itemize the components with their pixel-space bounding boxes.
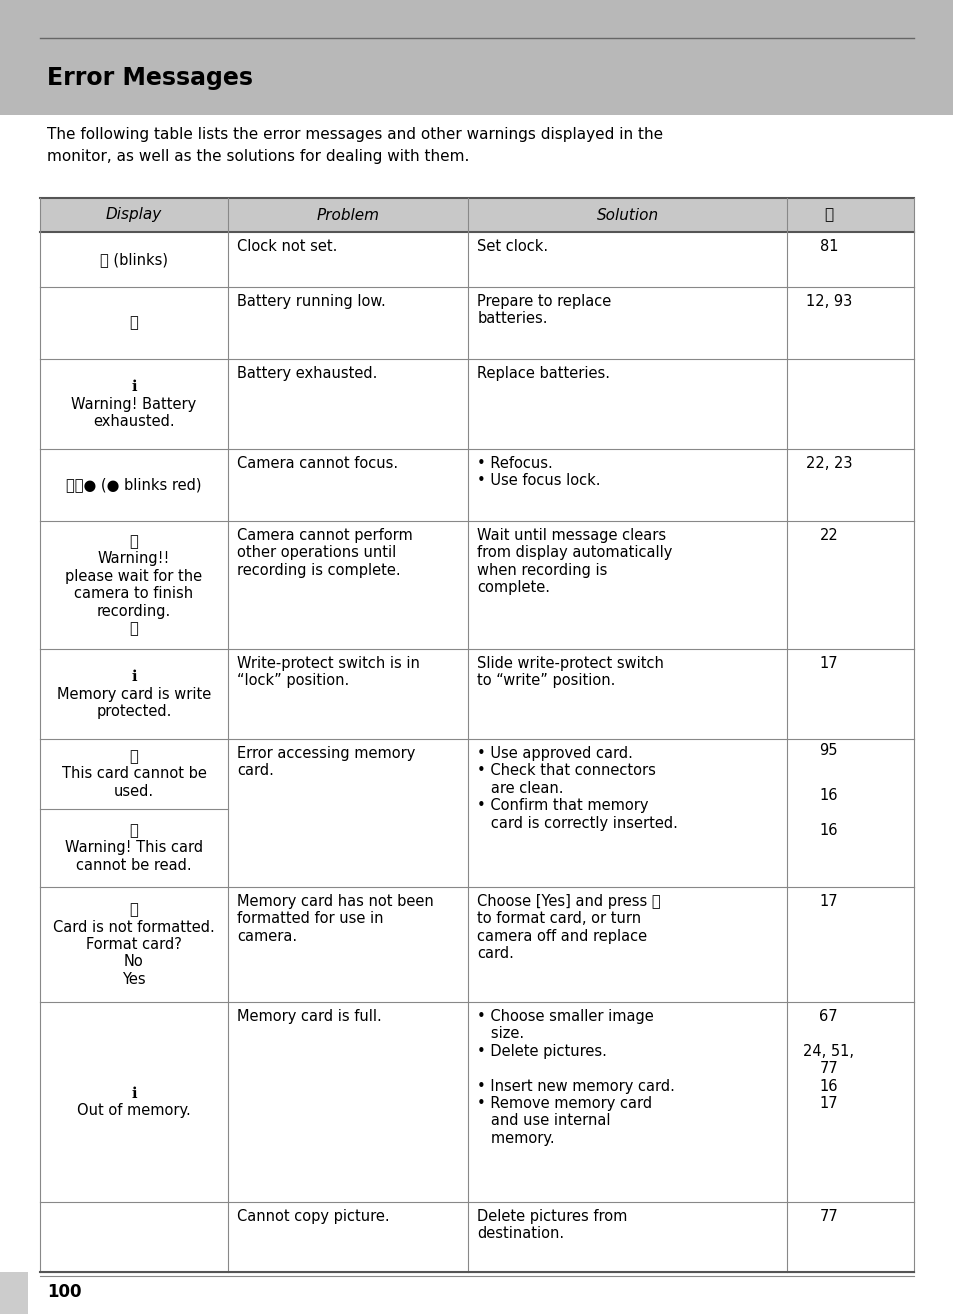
Text: ℹ
Out of memory.: ℹ Out of memory. [77,1085,191,1118]
Text: ⎓: ⎓ [130,315,138,331]
FancyBboxPatch shape [40,198,913,233]
Text: Battery running low.: Battery running low. [236,294,385,309]
FancyBboxPatch shape [40,359,913,449]
Text: ⓘ
Card is not formatted.
Format card?
No
Yes: ⓘ Card is not formatted. Format card? No… [53,903,214,987]
Text: ⓘ
Warning!!
please wait for the
camera to finish
recording.
⌛: ⓘ Warning!! please wait for the camera t… [66,533,202,636]
FancyBboxPatch shape [40,286,913,359]
Text: 22: 22 [819,528,838,543]
Text: 17: 17 [819,894,838,909]
Text: ⓘ
Warning! This card
cannot be read.: ⓘ Warning! This card cannot be read. [65,823,203,872]
Text: Choose [Yes] and press Ⓢ
to format card, or turn
camera off and replace
card.: Choose [Yes] and press Ⓢ to format card,… [476,894,660,962]
Text: Solution: Solution [596,208,659,222]
Text: 17: 17 [819,656,838,671]
Text: 16: 16 [819,824,837,838]
Text: Display: Display [106,208,162,222]
Text: Prepare to replace
batteries.: Prepare to replace batteries. [476,294,611,326]
Text: The following table lists the error messages and other warnings displayed in the: The following table lists the error mess… [47,127,662,164]
Text: Ⓛ: Ⓛ [823,208,833,222]
Text: • Use approved card.
• Check that connectors
   are clean.
• Confirm that memory: • Use approved card. • Check that connec… [476,746,678,830]
Text: Ⓣ (blinks): Ⓣ (blinks) [100,252,168,267]
Text: • Choose smaller image
   size.
• Delete pictures.

• Insert new memory card.
• : • Choose smaller image size. • Delete pi… [476,1009,675,1146]
Text: Camera cannot focus.: Camera cannot focus. [236,456,397,470]
Text: Clock not set.: Clock not set. [236,239,337,254]
FancyBboxPatch shape [40,1003,913,1202]
Text: 100: 100 [47,1282,81,1301]
FancyBboxPatch shape [40,887,913,1003]
Text: Replace batteries.: Replace batteries. [476,367,610,381]
Text: Error accessing memory
card.: Error accessing memory card. [236,746,415,778]
FancyBboxPatch shape [0,0,953,116]
Text: Camera cannot perform
other operations until
recording is complete.: Camera cannot perform other operations u… [236,528,413,578]
Text: Memory card has not been
formatted for use in
camera.: Memory card has not been formatted for u… [236,894,434,943]
Text: Wait until message clears
from display automatically
when recording is
complete.: Wait until message clears from display a… [476,528,672,595]
Text: 77: 77 [819,1209,838,1225]
Text: Set clock.: Set clock. [476,239,548,254]
Text: Memory card is full.: Memory card is full. [236,1009,381,1024]
Text: Delete pictures from
destination.: Delete pictures from destination. [476,1209,627,1242]
Text: 95: 95 [819,744,837,758]
Text: 81: 81 [819,239,837,254]
FancyBboxPatch shape [40,449,913,520]
Text: Error Messages: Error Messages [47,66,253,89]
Text: 16: 16 [819,787,837,803]
FancyBboxPatch shape [40,233,913,286]
FancyBboxPatch shape [40,1202,913,1272]
Text: 22, 23: 22, 23 [804,456,851,470]
Text: Problem: Problem [316,208,379,222]
Text: Write-protect switch is in
“lock” position.: Write-protect switch is in “lock” positi… [236,656,419,689]
FancyBboxPatch shape [40,520,913,649]
FancyBboxPatch shape [40,649,913,738]
Text: Cannot copy picture.: Cannot copy picture. [236,1209,389,1225]
Text: ℹ
Memory card is write
protected.: ℹ Memory card is write protected. [57,669,211,719]
Text: 67

24, 51,
77
16
17: 67 24, 51, 77 16 17 [802,1009,853,1112]
Text: ⓘ
This card cannot be
used.: ⓘ This card cannot be used. [61,749,206,799]
Text: Battery exhausted.: Battery exhausted. [236,367,376,381]
Text: Slide write-protect switch
to “write” position.: Slide write-protect switch to “write” po… [476,656,663,689]
FancyBboxPatch shape [40,738,913,887]
Text: 12, 93: 12, 93 [805,294,851,309]
FancyBboxPatch shape [0,1272,28,1314]
Text: ＦＦ● (● blinks red): ＦＦ● (● blinks red) [66,477,201,493]
Text: • Refocus.
• Use focus lock.: • Refocus. • Use focus lock. [476,456,600,489]
Text: ℹ
Warning! Battery
exhausted.: ℹ Warning! Battery exhausted. [71,380,196,428]
